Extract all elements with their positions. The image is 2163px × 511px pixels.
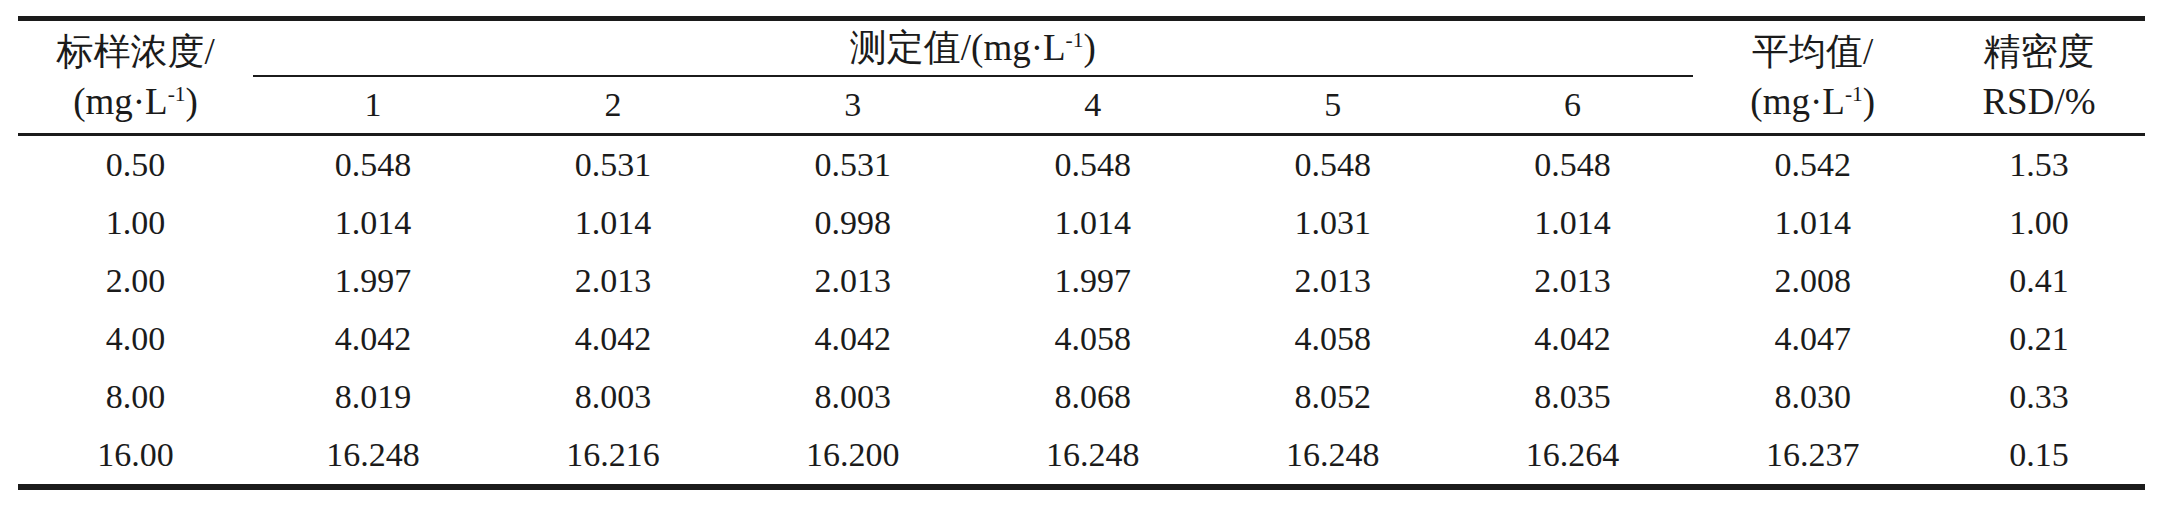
measurement-cell: 0.548 — [253, 135, 493, 195]
standard-concentration-label: 标样浓度/ — [18, 27, 253, 77]
rsd-cell: 1.53 — [1933, 135, 2145, 195]
measured-values-unit: (mg·L-1) — [971, 27, 1096, 68]
measurement-cell: 1.014 — [1453, 194, 1693, 252]
measurement-cell: 16.264 — [1453, 426, 1693, 487]
average-cell: 16.237 — [1693, 426, 1933, 487]
measurement-cell: 0.531 — [493, 135, 733, 195]
table-row: 16.00 16.248 16.216 16.200 16.248 16.248… — [18, 426, 2145, 487]
measurement-cell: 2.013 — [733, 252, 973, 310]
subcol-header-2: 2 — [493, 76, 733, 135]
measurement-cell: 2.013 — [1213, 252, 1453, 310]
measurement-cell: 8.052 — [1213, 368, 1453, 426]
unit-superscript: -1 — [1066, 28, 1084, 52]
measurement-cell: 8.035 — [1453, 368, 1693, 426]
paper-table-page: 标样浓度/ (mg·L-1) 测定值/(mg·L-1) 平均值/ (mg·L-1… — [0, 0, 2163, 511]
table-body: 0.50 0.548 0.531 0.531 0.548 0.548 0.548… — [18, 135, 2145, 488]
measured-values-label: 测定值/ — [850, 27, 971, 68]
table-header: 标样浓度/ (mg·L-1) 测定值/(mg·L-1) 平均值/ (mg·L-1… — [18, 19, 2145, 135]
subcol-header-5: 5 — [1213, 76, 1453, 135]
table-row: 1.00 1.014 1.014 0.998 1.014 1.031 1.014… — [18, 194, 2145, 252]
table-row: 8.00 8.019 8.003 8.003 8.068 8.052 8.035… — [18, 368, 2145, 426]
measurement-cell: 1.997 — [253, 252, 493, 310]
concentration-cell: 8.00 — [18, 368, 253, 426]
col-header-standard-concentration: 标样浓度/ (mg·L-1) — [18, 19, 253, 135]
measurement-cell: 4.042 — [253, 310, 493, 368]
measurement-cell: 1.031 — [1213, 194, 1453, 252]
measurement-cell: 1.014 — [253, 194, 493, 252]
table-row: 0.50 0.548 0.531 0.531 0.548 0.548 0.548… — [18, 135, 2145, 195]
measurement-cell: 16.248 — [1213, 426, 1453, 487]
average-unit: (mg·L-1) — [1693, 77, 1933, 127]
measurement-cell: 4.042 — [1453, 310, 1693, 368]
average-cell: 4.047 — [1693, 310, 1933, 368]
rsd-cell: 0.33 — [1933, 368, 2145, 426]
precision-rsd-table: 标样浓度/ (mg·L-1) 测定值/(mg·L-1) 平均值/ (mg·L-1… — [18, 16, 2145, 490]
measurement-cell: 4.042 — [493, 310, 733, 368]
unit-superscript: -1 — [168, 82, 186, 106]
measurement-cell: 0.998 — [733, 194, 973, 252]
measurement-cell: 1.014 — [973, 194, 1213, 252]
subcol-header-1: 1 — [253, 76, 493, 135]
col-header-precision-rsd: 精密度 RSD/% — [1933, 19, 2145, 135]
measurement-cell: 4.058 — [1213, 310, 1453, 368]
measurement-cell: 0.548 — [973, 135, 1213, 195]
standard-concentration-unit: (mg·L-1) — [18, 77, 253, 127]
concentration-cell: 0.50 — [18, 135, 253, 195]
measurement-cell: 8.068 — [973, 368, 1213, 426]
measurement-cell: 2.013 — [493, 252, 733, 310]
col-header-average: 平均值/ (mg·L-1) — [1693, 19, 1933, 135]
measurement-cell: 0.531 — [733, 135, 973, 195]
measurement-cell: 2.013 — [1453, 252, 1693, 310]
subcol-header-4: 4 — [973, 76, 1213, 135]
measurement-cell: 0.548 — [1453, 135, 1693, 195]
concentration-cell: 2.00 — [18, 252, 253, 310]
measurement-cell: 1.014 — [493, 194, 733, 252]
subcol-header-3: 3 — [733, 76, 973, 135]
table-row: 4.00 4.042 4.042 4.042 4.058 4.058 4.042… — [18, 310, 2145, 368]
measurement-cell: 16.200 — [733, 426, 973, 487]
col-group-header-measured-values: 测定值/(mg·L-1) — [253, 19, 1693, 77]
rsd-cell: 0.21 — [1933, 310, 2145, 368]
average-label: 平均值/ — [1693, 27, 1933, 77]
concentration-cell: 1.00 — [18, 194, 253, 252]
measurement-cell: 16.248 — [253, 426, 493, 487]
measurement-cell: 8.003 — [493, 368, 733, 426]
table-row: 2.00 1.997 2.013 2.013 1.997 2.013 2.013… — [18, 252, 2145, 310]
rsd-cell: 0.41 — [1933, 252, 2145, 310]
measurement-cell: 4.042 — [733, 310, 973, 368]
rsd-percent-label: RSD/% — [1933, 77, 2145, 127]
average-cell: 0.542 — [1693, 135, 1933, 195]
concentration-cell: 16.00 — [18, 426, 253, 487]
measurement-cell: 1.997 — [973, 252, 1213, 310]
measurement-cell: 8.003 — [733, 368, 973, 426]
measurement-cell: 16.248 — [973, 426, 1213, 487]
measurement-cell: 16.216 — [493, 426, 733, 487]
precision-label: 精密度 — [1933, 27, 2145, 77]
subcol-header-6: 6 — [1453, 76, 1693, 135]
rsd-cell: 0.15 — [1933, 426, 2145, 487]
average-cell: 1.014 — [1693, 194, 1933, 252]
measurement-cell: 4.058 — [973, 310, 1213, 368]
average-cell: 2.008 — [1693, 252, 1933, 310]
measurement-cell: 8.019 — [253, 368, 493, 426]
unit-superscript: -1 — [1845, 82, 1863, 106]
measurement-cell: 0.548 — [1213, 135, 1453, 195]
concentration-cell: 4.00 — [18, 310, 253, 368]
rsd-cell: 1.00 — [1933, 194, 2145, 252]
average-cell: 8.030 — [1693, 368, 1933, 426]
